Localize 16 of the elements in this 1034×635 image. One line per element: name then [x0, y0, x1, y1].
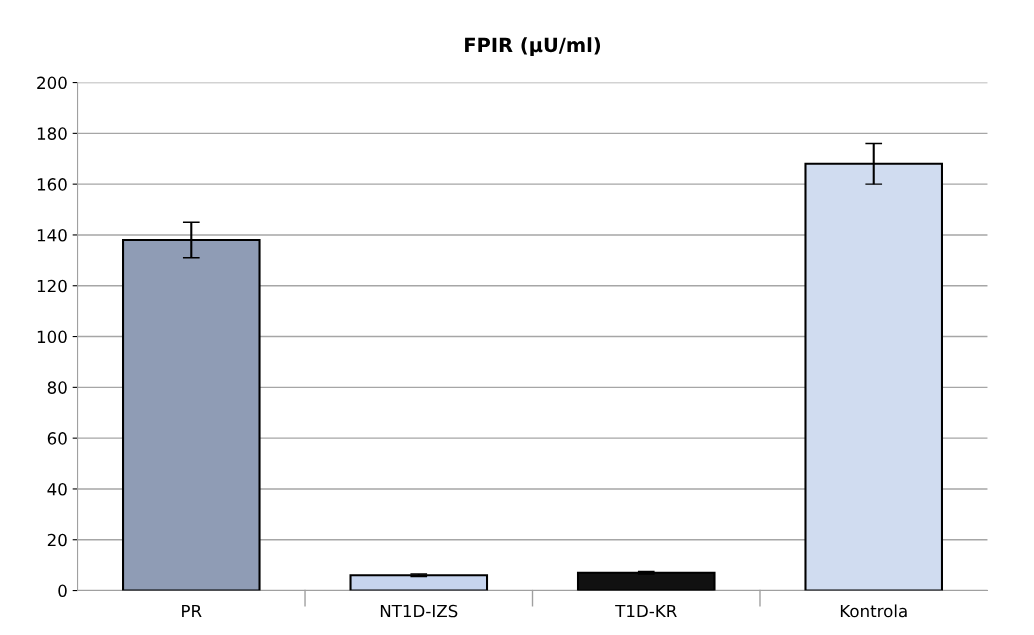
y-tick-label: 140 — [37, 228, 67, 242]
y-tick-label: 20 — [47, 533, 67, 547]
y-tick-label: 0 — [58, 584, 67, 598]
y-tick-label: 100 — [37, 330, 67, 344]
y-tick-label: 120 — [37, 279, 67, 293]
y-tick-label: 60 — [47, 432, 67, 445]
chart-title: FPIR (µU/ml) — [465, 37, 601, 57]
x-tick-label: T1D-KR — [615, 604, 677, 618]
y-tick-label: 80 — [47, 381, 67, 394]
x-tick-label: Kontrola — [840, 604, 907, 618]
x-tick-label: NT1D-IZS — [380, 604, 458, 618]
y-tick-label: 180 — [37, 127, 67, 140]
y-tick-label: 160 — [37, 178, 67, 191]
y-tick-label: 40 — [47, 482, 67, 496]
x-tick-label: PR — [182, 604, 202, 618]
y-tick-label: 200 — [37, 76, 67, 90]
